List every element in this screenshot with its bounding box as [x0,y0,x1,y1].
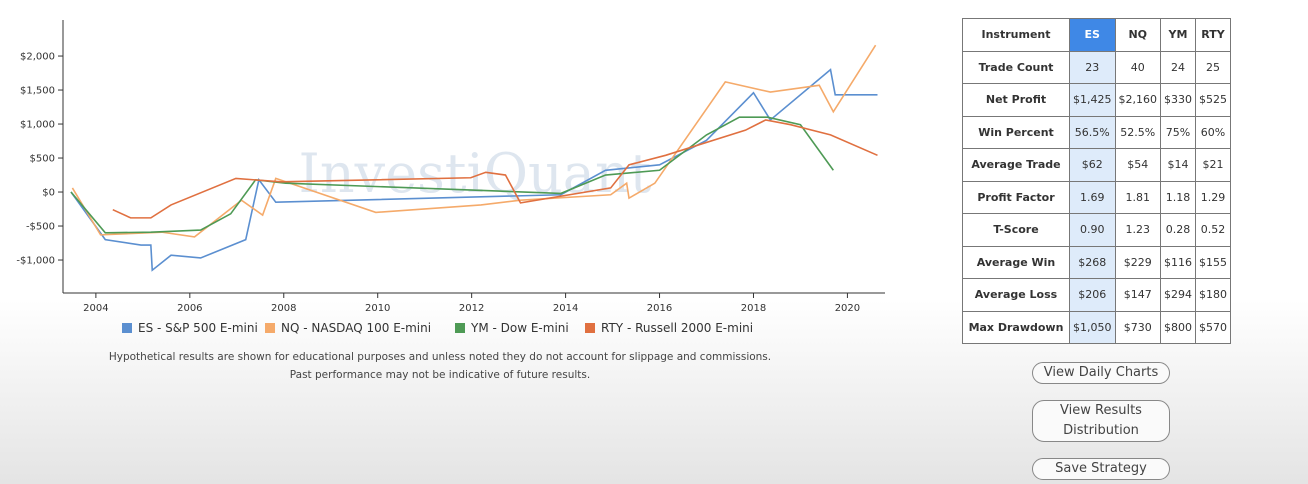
table-cell: 0.90 [1069,213,1116,247]
table-cell: $180 [1195,278,1231,312]
table-row: Trade Count 23 40 24 25 [962,50,1231,84]
table-cell: $800 [1160,310,1196,344]
stats-table: Instrument ES NQ YM RTY Trade Count 23 40 24 25 Ne… [962,18,1231,344]
legend-swatch [122,323,132,333]
table-cell: Average Loss [962,278,1070,312]
y-tick-label: -$500 [26,222,55,233]
chart: InvestiQuant -$1,000 -$500 $0 $500 $1,000 $1,… [16,20,885,335]
table-cell: 52.5% [1114,115,1161,149]
legend-swatch [265,323,275,333]
series-line [70,68,878,272]
table-cell: $54 [1114,148,1161,182]
legend-label: NQ - NASDAQ 100 E-mini [281,321,431,335]
table-cell: 23 [1069,50,1116,84]
table-cell: Average Trade [962,148,1070,182]
table-row: T-Score 0.90 1.23 0.28 0.52 [962,213,1231,247]
y-tick-label: $1,500 [20,86,55,97]
y-tick-label: $1,000 [20,120,55,131]
table-cell: $155 [1195,245,1231,279]
table-cell: $730 [1114,310,1161,344]
table-cell: 24 [1160,50,1196,84]
table-row: Average Trade $62 $54 $14 $21 [962,148,1231,182]
y-tick-label: $500 [30,154,55,165]
y-tick-label: $2,000 [20,52,55,63]
table-cell: 60% [1195,115,1231,149]
table-cell: 56.5% [1069,115,1116,149]
button[interactable]: View Results Distribution [1032,400,1170,442]
disclaimer-line: Hypothetical results are shown for educa… [108,351,772,363]
table-cell: $147 [1114,278,1161,312]
table-cell: $1,050 [1069,310,1116,344]
disclaimer-line: Past performance may not be indicative o… [289,369,591,381]
table-row: Net Profit $1,425 $2,160 $330 $525 [962,83,1231,117]
table-cell: Max Drawdown [962,310,1070,344]
legend-swatch [455,323,465,333]
table-row: Win Percent 56.5% 52.5% 75% 60% [962,115,1231,149]
table-cell: 1.23 [1114,213,1161,247]
table-cell: $2,160 [1114,83,1161,117]
table-cell: T-Score [962,213,1070,247]
table-cell: 1.29 [1195,180,1231,214]
table-row: Profit Factor 1.69 1.81 1.18 1.29 [962,180,1231,214]
table-cell: $116 [1160,245,1196,279]
table-cell: ES [1069,18,1116,52]
table-cell: 25 [1195,50,1231,84]
table-cell: Net Profit [962,83,1070,117]
series-line [112,119,878,219]
table-cell: $62 [1069,148,1116,182]
table-cell: Profit Factor [962,180,1070,214]
x-tick-label: 2006 [177,303,202,314]
table-cell: $525 [1195,83,1231,117]
legend-label: YM - Dow E-mini [470,321,569,335]
table-row: Average Win $268 $229 $116 $155 [962,245,1231,279]
table-cell: Average Win [962,245,1070,279]
y-tick-label: -$1,000 [16,256,55,267]
x-tick-label: 2004 [83,303,108,314]
table-row: Max Drawdown $1,050 $730 $800 $570 [962,310,1231,344]
legend-label: ES - S&P 500 E-mini [138,321,258,335]
x-tick-label: 2018 [741,303,766,314]
table-cell: $294 [1160,278,1196,312]
x-tick-label: 2016 [647,303,672,314]
table-cell: $1,425 [1069,83,1116,117]
table-cell: 75% [1160,115,1196,149]
table-cell: $229 [1114,245,1161,279]
y-tick-label: $0 [42,188,55,199]
table-cell: 0.28 [1160,213,1196,247]
legend-swatch [585,323,595,333]
table-cell: $206 [1069,278,1116,312]
table-row: Instrument ES NQ YM RTY [962,18,1231,52]
table-cell: $330 [1160,83,1196,117]
table-cell: $268 [1069,245,1116,279]
table-cell: 40 [1114,50,1161,84]
table-cell: 0.52 [1195,213,1231,247]
table-cell: $21 [1195,148,1231,182]
x-tick-label: 2012 [459,303,484,314]
table-cell: 1.81 [1114,180,1161,214]
x-tick-label: 2008 [271,303,296,314]
table-cell: $570 [1195,310,1231,344]
table-cell: RTY [1195,18,1231,52]
x-tick-label: 2014 [553,303,578,314]
series-line [71,44,877,238]
table-cell: YM [1160,18,1196,52]
watermark: InvestiQuant [299,142,652,205]
table-cell: Instrument [962,18,1070,52]
table-cell: Win Percent [962,115,1070,149]
x-tick-label: 2010 [365,303,390,314]
button[interactable]: View Daily Charts [1032,362,1170,384]
series-line [70,116,834,234]
legend-label: RTY - Russell 2000 E-mini [601,321,753,335]
table-cell: Trade Count [962,50,1070,84]
button[interactable]: Save Strategy [1032,458,1170,480]
table-row: Average Loss $206 $147 $294 $180 [962,278,1231,312]
table-cell: $14 [1160,148,1196,182]
table-cell: NQ [1114,18,1161,52]
x-tick-label: 2020 [835,303,860,314]
table-cell: 1.69 [1069,180,1116,214]
table-cell: 1.18 [1160,180,1196,214]
disclaimer: Hypothetical results are shown for educa… [40,348,840,384]
